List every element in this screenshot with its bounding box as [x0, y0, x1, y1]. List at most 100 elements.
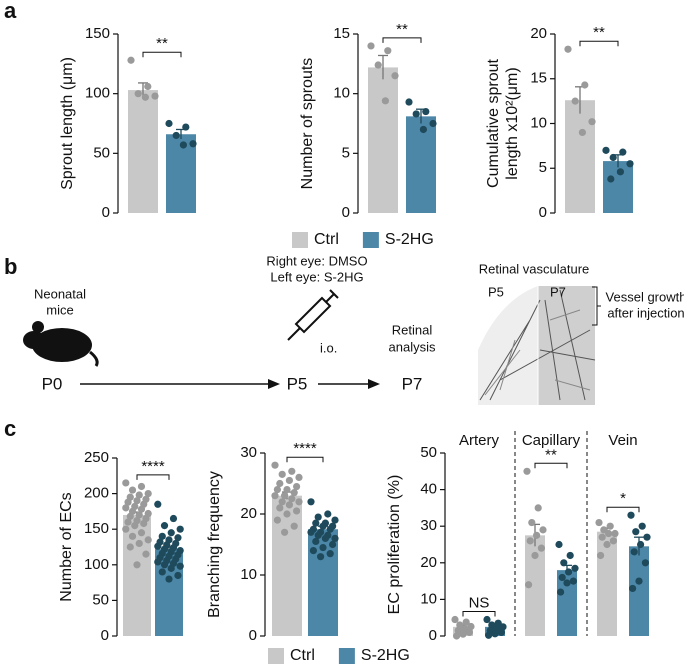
panel-letter: c — [4, 416, 16, 441]
y-axis-label: EC proliferation (%) — [386, 475, 403, 615]
data-point — [281, 528, 289, 536]
y-tick-label: 0 — [101, 627, 109, 644]
y-tick-label: 20 — [530, 25, 547, 42]
data-point — [278, 498, 286, 506]
data-point — [602, 146, 610, 154]
data-point — [317, 553, 325, 561]
significance-bracket — [462, 611, 496, 617]
data-point — [629, 584, 637, 593]
bar — [368, 67, 398, 213]
bar — [603, 161, 633, 213]
data-point — [122, 504, 130, 512]
data-point — [293, 482, 301, 491]
significance-label: NS — [469, 594, 490, 611]
diagram-text: Neonatal — [34, 286, 86, 301]
y-tick-label: 150 — [85, 25, 110, 42]
data-point — [276, 479, 284, 488]
data-point — [467, 622, 475, 631]
retina-image — [478, 286, 596, 405]
diagram-text: P0 — [42, 374, 63, 393]
data-point — [169, 514, 178, 523]
data-point — [391, 72, 399, 80]
data-point — [374, 61, 382, 69]
legend-label: S-2HG — [385, 231, 434, 248]
data-point — [485, 631, 493, 639]
data-point — [271, 461, 279, 469]
data-point — [564, 45, 572, 53]
y-tick-label: 0 — [342, 204, 350, 221]
data-point — [131, 522, 139, 530]
data-point — [331, 534, 339, 543]
data-point — [627, 511, 635, 519]
data-point — [578, 128, 587, 137]
data-point — [319, 543, 327, 552]
data-point — [555, 540, 563, 549]
category-label: Vein — [608, 432, 637, 449]
data-point — [160, 522, 169, 530]
data-point — [135, 491, 143, 499]
y-tick-label: 0 — [539, 204, 547, 221]
data-point — [571, 97, 579, 105]
data-point — [626, 160, 634, 168]
category-label: Artery — [459, 432, 500, 449]
y-tick-label: 10 — [420, 590, 437, 607]
y-axis-label: Number of ECs — [58, 492, 75, 601]
data-point — [167, 564, 175, 572]
y-axis-label: Sprout length (μm) — [59, 57, 76, 190]
data-point — [565, 568, 573, 576]
data-point — [609, 537, 618, 545]
arrow-head — [368, 379, 380, 389]
diagram-text: P5 — [488, 284, 504, 299]
data-point — [144, 536, 152, 544]
data-point — [312, 537, 320, 546]
syringe-icon — [287, 289, 339, 341]
data-point — [283, 486, 291, 494]
data-point — [176, 525, 184, 533]
data-point — [422, 107, 430, 116]
bar — [525, 535, 545, 636]
data-point — [643, 533, 651, 541]
significance-label: ** — [156, 35, 168, 52]
data-point — [309, 547, 317, 555]
data-point — [154, 542, 162, 550]
data-point — [283, 510, 291, 518]
data-point — [597, 551, 605, 560]
data-point — [314, 531, 322, 539]
data-point — [144, 490, 152, 498]
significance-bracket — [579, 40, 619, 47]
data-point — [539, 526, 547, 534]
data-point — [526, 537, 534, 545]
data-point — [288, 495, 296, 503]
data-point — [326, 550, 334, 558]
significance-label: ** — [593, 24, 605, 41]
legend-swatch — [362, 232, 379, 248]
legend-label: S-2HG — [361, 647, 410, 664]
data-point — [571, 564, 579, 572]
y-axis-label: Number of sprouts — [299, 58, 316, 190]
data-point — [137, 505, 146, 513]
data-point — [290, 489, 298, 497]
y-tick-label: 100 — [84, 556, 109, 573]
data-point — [144, 82, 152, 91]
diagram-text: Retinal — [392, 322, 433, 337]
data-point — [523, 467, 531, 475]
y-tick-label: 40 — [420, 481, 437, 498]
data-point — [632, 528, 640, 536]
data-point — [124, 498, 132, 506]
data-point — [331, 516, 339, 524]
data-point — [465, 628, 473, 636]
data-point — [127, 56, 135, 64]
data-point — [154, 500, 162, 508]
y-tick-label: 10 — [530, 114, 547, 131]
data-point — [142, 550, 150, 558]
bar — [629, 546, 649, 636]
data-point — [285, 501, 293, 509]
data-point — [537, 544, 546, 552]
data-point — [312, 519, 320, 527]
data-point — [137, 482, 146, 491]
y-tick-label: 50 — [93, 144, 110, 161]
significance-bracket — [286, 456, 324, 463]
legend-swatch — [338, 648, 355, 664]
data-point — [609, 153, 617, 162]
diagram-text: P5 — [287, 374, 308, 393]
